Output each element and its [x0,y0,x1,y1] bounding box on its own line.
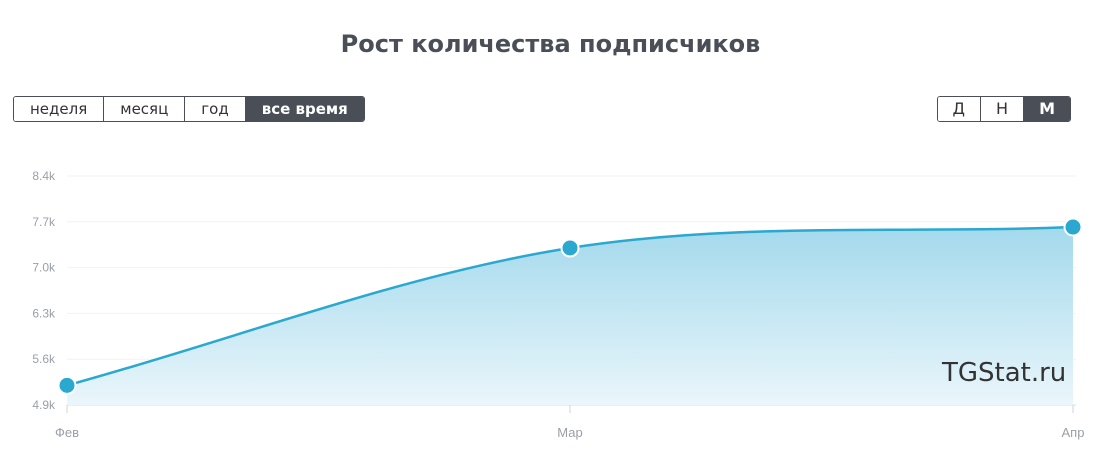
time-range-selector: неделя месяц год все время [13,96,365,122]
page-title: Рост количества подписчиков [340,30,761,58]
range-week-button[interactable]: неделя [14,97,105,121]
y-tick-label: 8.4k [32,169,56,183]
data-points [57,217,1083,395]
y-axis: 4.9k 5.6k 6.3k 7.0k 7.7k 8.4k [32,169,56,412]
y-tick-label: 6.3k [32,306,56,320]
granularity-day-button[interactable]: Д [937,97,982,121]
x-tick-label: Апр [1062,425,1085,440]
data-point[interactable] [1063,217,1083,237]
data-point[interactable] [560,238,580,258]
y-tick-label: 5.6k [32,352,56,366]
watermark: TGStat.ru [942,358,1067,388]
y-tick-label: 7.0k [32,261,56,275]
granularity-week-button[interactable]: Н [981,97,1025,121]
granularity-month-button[interactable]: М [1024,97,1070,121]
granularity-selector: Д Н М [936,96,1071,122]
x-tick-label: Мар [557,425,582,440]
x-axis: Фев Мар Апр [55,405,1084,440]
range-all-time-button[interactable]: все время [245,97,364,121]
data-point[interactable] [57,375,77,395]
series-area [67,227,1073,405]
y-tick-label: 7.7k [32,215,56,229]
range-year-button[interactable]: год [185,97,246,121]
range-month-button[interactable]: месяц [104,97,186,121]
y-tick-label: 4.9k [32,398,56,412]
x-tick-label: Фев [55,425,79,440]
